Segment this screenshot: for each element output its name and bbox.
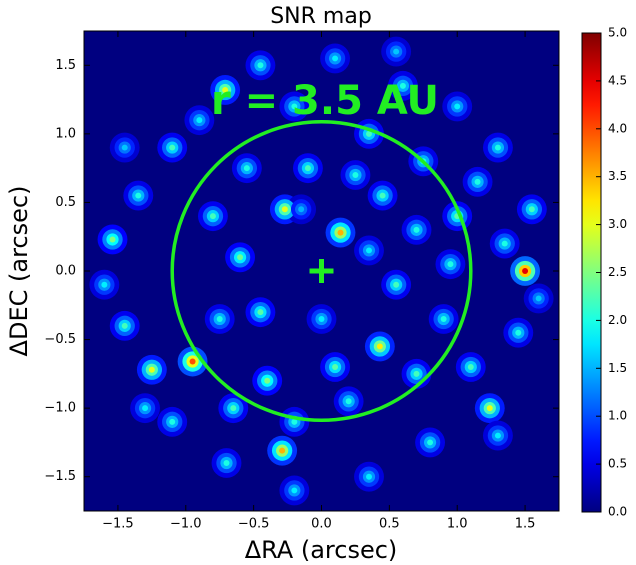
colorbar-tick-label: 3.0 bbox=[608, 217, 627, 231]
snr-peak bbox=[413, 226, 420, 233]
snr-peak bbox=[345, 398, 352, 405]
snr-peak bbox=[169, 418, 176, 425]
snr-peak bbox=[467, 364, 474, 370]
snr-peak bbox=[413, 370, 420, 377]
y-tick-label: −1.0 bbox=[44, 401, 76, 416]
snr-peak bbox=[515, 329, 522, 336]
snr-peak bbox=[522, 268, 529, 274]
snr-peak bbox=[494, 432, 501, 439]
y-tick-label: 0.5 bbox=[55, 195, 76, 210]
snr-peak bbox=[366, 473, 372, 480]
snr-peak bbox=[169, 144, 176, 151]
snr-peak bbox=[135, 192, 142, 199]
x-tick-label: −0.5 bbox=[238, 517, 270, 532]
snr-peak bbox=[121, 144, 128, 151]
snr-peak bbox=[393, 48, 400, 55]
snr-peak bbox=[366, 247, 372, 254]
y-tick-label: 1.5 bbox=[55, 58, 76, 73]
snr-peak bbox=[291, 103, 298, 110]
snr-peak bbox=[298, 206, 305, 213]
x-tick-label: 1.0 bbox=[447, 517, 468, 532]
colorbar-tick-label: 2.0 bbox=[608, 313, 627, 327]
snr-peak bbox=[209, 213, 216, 220]
snr-peak bbox=[399, 82, 406, 89]
snr-peak bbox=[237, 254, 244, 261]
x-tick-label: −1.0 bbox=[170, 517, 202, 532]
y-tick-label: −0.5 bbox=[44, 332, 76, 347]
snr-peak bbox=[189, 358, 196, 365]
snr-peak bbox=[379, 192, 386, 199]
x-tick-label: 0.5 bbox=[379, 517, 400, 532]
snr-peak bbox=[142, 405, 149, 412]
snr-peak bbox=[337, 229, 344, 236]
x-tick-label: −1.5 bbox=[102, 517, 134, 532]
snr-peak bbox=[332, 364, 339, 370]
snr-peak bbox=[230, 405, 237, 412]
snr-peak bbox=[304, 165, 311, 172]
colorbar-tick-label: 0.0 bbox=[608, 505, 627, 519]
colorbar-tick-label: 0.5 bbox=[608, 457, 627, 471]
snr-peak bbox=[223, 460, 230, 466]
y-axis-label: ΔDEC (arcsec) bbox=[5, 186, 33, 357]
annotation: r = 3.5 AU bbox=[211, 78, 439, 124]
snr-peak bbox=[281, 206, 288, 213]
plot-area bbox=[84, 31, 559, 511]
colorbar-tick-label: 1.0 bbox=[608, 409, 627, 423]
snr-peak bbox=[352, 172, 359, 178]
colorbar-tick-label: 5.0 bbox=[608, 26, 627, 40]
snr-peak bbox=[121, 322, 128, 329]
snr-peak bbox=[109, 236, 116, 243]
colorbar-tick-label: 4.5 bbox=[608, 73, 627, 87]
snr-peak bbox=[376, 343, 383, 350]
x-tick-label: 1.5 bbox=[515, 517, 536, 532]
snr-peak bbox=[332, 55, 339, 62]
snr-peak bbox=[447, 261, 454, 268]
snr-peak bbox=[264, 377, 271, 384]
snr-peak bbox=[427, 439, 434, 446]
y-tick-label: 1.0 bbox=[55, 126, 76, 141]
snr-peak bbox=[148, 366, 155, 373]
x-tick-label: 0.0 bbox=[311, 517, 332, 532]
x-axis-label: ΔRA (arcsec) bbox=[245, 536, 398, 564]
chart-title: SNR map bbox=[270, 4, 372, 29]
snr-peak bbox=[257, 309, 264, 316]
snr-peak bbox=[528, 206, 535, 213]
snr-peak bbox=[257, 62, 264, 69]
snr-peak bbox=[101, 281, 108, 288]
snr-peak bbox=[366, 130, 372, 137]
colorbar-tick-label: 1.5 bbox=[608, 361, 627, 375]
radius-circle bbox=[170, 119, 473, 423]
snr-peak bbox=[393, 281, 400, 288]
snr-peak bbox=[501, 240, 508, 247]
snr-peak bbox=[291, 487, 298, 494]
snr-peak bbox=[222, 86, 229, 93]
snr-peak bbox=[318, 316, 325, 322]
colorbar-tick-label: 3.5 bbox=[608, 169, 627, 183]
snr-peak bbox=[454, 103, 461, 110]
snr-peak bbox=[535, 295, 542, 302]
snr-peak bbox=[196, 117, 203, 124]
colorbar-tick-label: 2.5 bbox=[608, 265, 627, 279]
snr-peak bbox=[474, 178, 481, 185]
snr-peak bbox=[494, 144, 501, 151]
snr-peak bbox=[291, 418, 298, 425]
center-marker bbox=[309, 259, 334, 283]
y-tick-label: 0.0 bbox=[55, 264, 76, 279]
y-tick-label: −1.5 bbox=[44, 469, 76, 484]
snr-peak bbox=[216, 316, 223, 322]
snr-peak bbox=[243, 165, 250, 172]
colorbar-tick-label: 4.0 bbox=[608, 121, 627, 135]
snr-peak bbox=[486, 405, 493, 412]
snr-peak bbox=[440, 316, 447, 322]
snr-peak bbox=[279, 447, 286, 454]
